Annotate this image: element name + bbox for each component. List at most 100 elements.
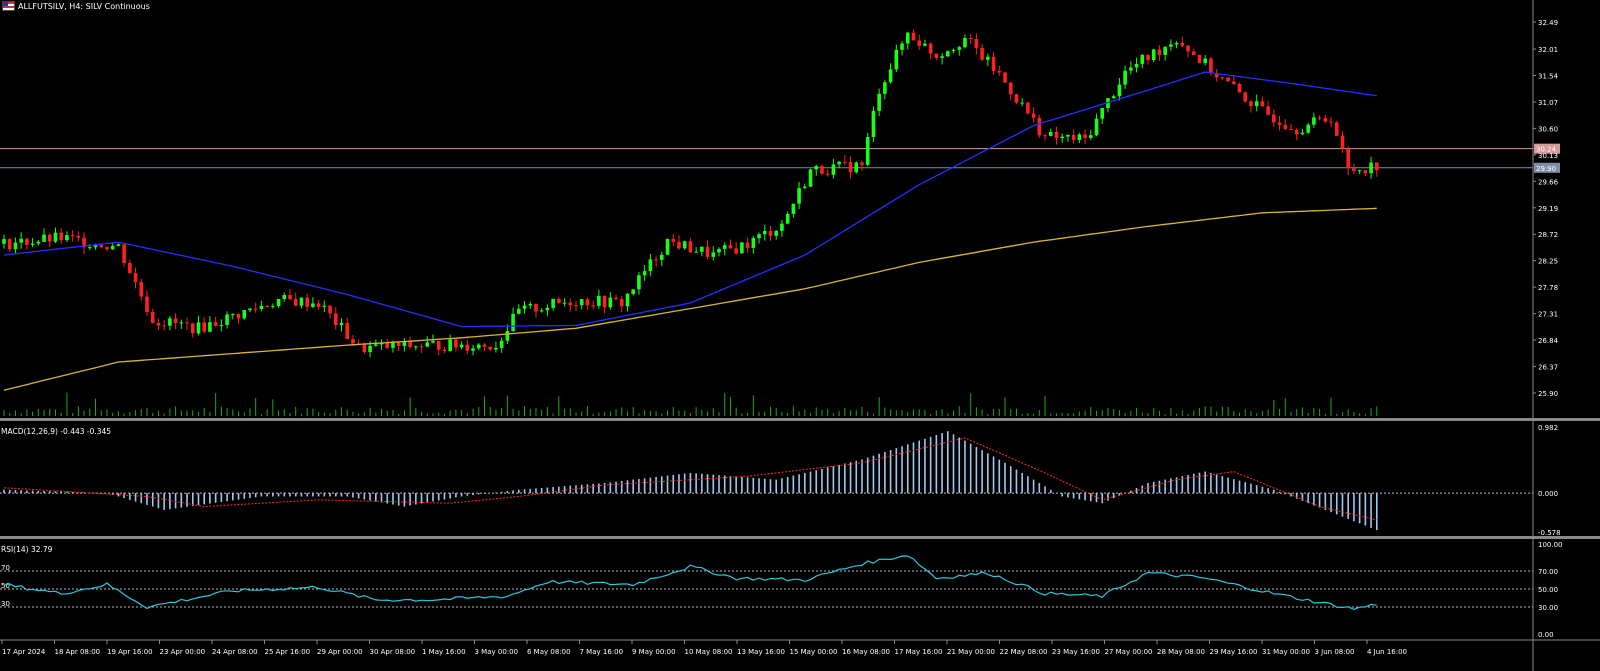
candle-body	[991, 56, 996, 71]
candle-body	[1375, 162, 1379, 171]
candle-body	[986, 56, 990, 60]
rsi-tick-label: 100.00	[1538, 541, 1563, 549]
candle-body	[1369, 162, 1373, 174]
volume-bar	[998, 408, 1000, 416]
candle-body	[505, 331, 510, 341]
candle-body	[471, 348, 475, 351]
candle-body	[837, 161, 841, 165]
candle-body	[1129, 67, 1133, 71]
candle-body	[694, 251, 698, 253]
volume-bar	[1130, 410, 1132, 416]
candle-body	[751, 238, 756, 248]
candle-body	[162, 325, 166, 327]
volume-bar	[1353, 411, 1355, 416]
candle-body	[499, 340, 504, 348]
volume-bar	[363, 412, 365, 416]
volume-bar	[569, 408, 571, 416]
volume-bar	[1038, 410, 1040, 416]
volume-bar	[3, 410, 5, 416]
volume-bar	[792, 406, 794, 416]
candle-body	[688, 241, 693, 253]
candle-body	[368, 345, 372, 353]
volume-bar	[912, 409, 914, 416]
volume-bar	[564, 408, 566, 416]
volume-bar	[1107, 407, 1109, 416]
volume-bar	[60, 412, 62, 416]
volume-bar	[43, 410, 45, 416]
candle-body	[1048, 131, 1053, 136]
volume-bar	[787, 412, 789, 416]
candle-body	[1026, 102, 1030, 114]
candle-body	[894, 49, 899, 70]
candle-body	[1186, 45, 1190, 52]
candle-body	[288, 295, 292, 299]
candle-body	[1163, 46, 1167, 55]
candle-body	[1077, 134, 1082, 140]
volume-bar	[1027, 413, 1029, 416]
volume-bar	[318, 412, 320, 416]
volume-bar	[626, 411, 628, 416]
volume-bar	[192, 410, 194, 416]
volume-bar	[1187, 413, 1189, 416]
candle-body	[579, 299, 584, 306]
candle-body	[219, 324, 224, 326]
price-tick-label: 30.13	[1538, 152, 1558, 160]
volume-bar	[1004, 397, 1006, 416]
candle-body	[156, 322, 161, 326]
candle-body	[522, 305, 527, 309]
candle-body	[1191, 51, 1196, 55]
candle-body	[122, 244, 126, 264]
volume-bar	[604, 412, 606, 416]
volume-bar	[495, 410, 497, 416]
volume-bar	[312, 408, 314, 416]
volume-bar	[827, 409, 829, 416]
candle-body	[93, 244, 98, 248]
candle-body	[848, 161, 853, 173]
candle-body	[1043, 135, 1047, 137]
time-tick-label: 1 May 16:00	[422, 648, 466, 656]
candle-body	[408, 340, 412, 347]
candle-body	[271, 306, 275, 308]
volume-bar	[1084, 410, 1086, 416]
volume-bar	[804, 409, 806, 416]
time-tick-label: 23 Apr 00:00	[160, 648, 206, 656]
volume-bar	[1158, 410, 1160, 416]
volume-bar	[1055, 413, 1057, 416]
volume-bar	[1073, 413, 1075, 416]
volume-bar	[1193, 410, 1195, 416]
candle-body	[282, 295, 287, 299]
volume-bar	[586, 406, 588, 416]
volume-bar	[707, 411, 709, 416]
volume-bar	[197, 411, 199, 416]
volume-bar	[884, 407, 886, 416]
candle-body	[1220, 77, 1225, 79]
candle-body	[190, 323, 195, 334]
volume-bar	[335, 409, 337, 416]
volume-bar	[1216, 411, 1218, 416]
candle-body	[820, 166, 824, 174]
candle-body	[1094, 118, 1099, 136]
volume-bar	[432, 413, 434, 416]
price-tick-label: 32.49	[1538, 19, 1558, 27]
price-level-marker	[1534, 143, 1560, 154]
volume-bar	[1227, 407, 1229, 416]
candle-body	[814, 166, 819, 170]
candle-body	[865, 137, 870, 165]
candle-body	[768, 230, 773, 236]
volume-bar	[855, 410, 857, 416]
candle-body	[928, 43, 933, 54]
candle-body	[951, 49, 956, 52]
volume-bar	[260, 413, 262, 416]
volume-bar	[581, 411, 583, 416]
candle-body	[276, 298, 281, 307]
volume-bar	[1061, 412, 1063, 416]
candle-body	[1266, 106, 1270, 115]
volume-bar	[981, 409, 983, 416]
volume-bar	[661, 413, 663, 416]
volume-bar	[438, 412, 440, 416]
volume-bar	[781, 411, 783, 416]
volume-bar	[1210, 406, 1212, 416]
volume-bar	[243, 412, 245, 416]
volume-bar	[1015, 408, 1017, 416]
